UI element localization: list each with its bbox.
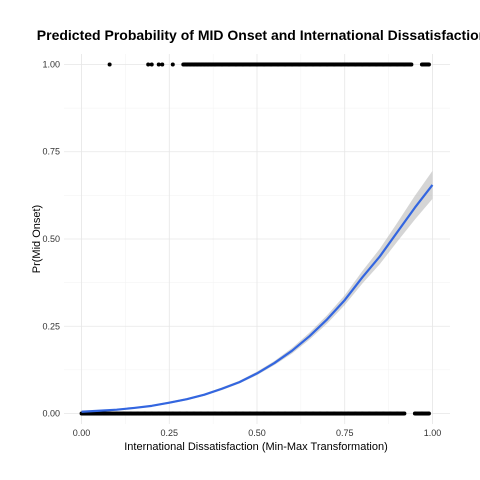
y-tick-label: 0.00 [42, 409, 60, 419]
x-axis-ticks: 0.00 0.25 0.50 0.75 1.00 [73, 428, 441, 438]
x-tick-label: 0.25 [161, 428, 179, 438]
points-layer [79, 62, 431, 416]
x-axis-title: International Dissatisfaction (Min-Max T… [124, 441, 387, 453]
chart-title: Predicted Probability of MID Onset and I… [37, 27, 480, 43]
data-point [146, 62, 151, 67]
y-axis-ticks: 0.00 0.25 0.50 0.75 1.00 [42, 59, 60, 418]
x-tick-label: 0.00 [73, 428, 91, 438]
y-tick-label: 0.25 [42, 321, 60, 331]
data-point [160, 62, 165, 67]
x-tick-label: 1.00 [424, 428, 442, 438]
y-tick-label: 0.75 [42, 147, 60, 157]
data-point [149, 62, 154, 67]
fit-line-layer [81, 184, 434, 413]
data-point [107, 62, 112, 67]
y-tick-label: 0.50 [42, 234, 60, 244]
x-tick-label: 0.50 [248, 428, 266, 438]
y-axis-title: Pr(Mid Onset) [31, 205, 43, 273]
y-tick-label: 1.00 [42, 59, 60, 69]
data-point [170, 62, 175, 67]
data-point [156, 62, 161, 67]
fit-line [81, 184, 434, 413]
x-tick-label: 0.75 [336, 428, 354, 438]
